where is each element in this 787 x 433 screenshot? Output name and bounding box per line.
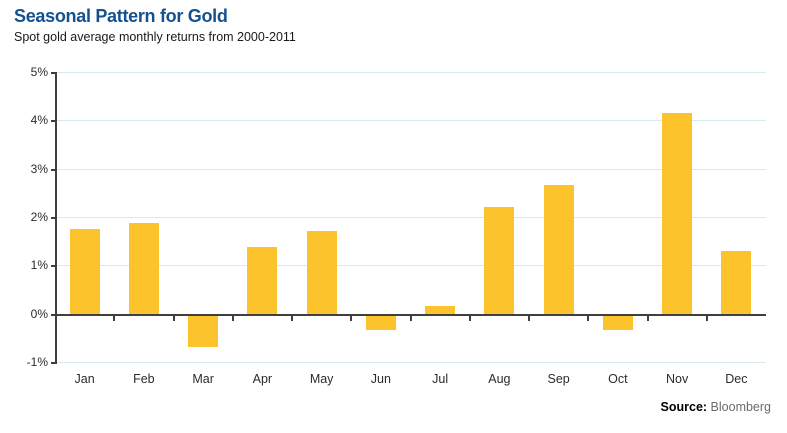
x-tick-label-sep: Sep [547, 372, 570, 386]
y-tick-label: 2% [30, 210, 48, 224]
x-tick-label-feb: Feb [133, 372, 155, 386]
x-boundary-tick [291, 315, 293, 321]
x-tick-label-oct: Oct [608, 372, 628, 386]
bar-feb [128, 223, 159, 314]
y-tick-mark [51, 313, 57, 316]
bar-oct [602, 315, 633, 331]
bar-sep [543, 184, 574, 314]
bar-jul [425, 306, 456, 314]
x-tick-label-jul: Jul [432, 372, 449, 386]
x-tick-label-may: May [309, 372, 334, 386]
bar-mar [188, 315, 219, 348]
gridline-1pct [55, 265, 766, 267]
y-tick-mark [51, 217, 57, 219]
y-tick-mark [51, 72, 57, 74]
x-axis-line [55, 313, 766, 316]
x-boundary-tick [705, 315, 708, 321]
x-boundary-tick [350, 315, 353, 321]
x-boundary-tick [231, 315, 234, 321]
bar-nov [662, 113, 693, 314]
y-tick-label: 5% [30, 65, 48, 79]
x-tick-label-jun: Jun [370, 372, 391, 386]
gridline-3pct [55, 168, 766, 170]
bar-apr [247, 247, 278, 314]
y-tick-label: 1% [30, 258, 48, 273]
plot-area [55, 72, 766, 363]
x-boundary-tick [409, 315, 412, 321]
x-boundary-tick [468, 315, 471, 321]
bar-jan [69, 229, 100, 314]
x-boundary-tick [646, 315, 649, 321]
x-tick-label-apr: Apr [252, 372, 273, 386]
x-tick-label-mar: Mar [192, 372, 214, 386]
y-tick-mark [51, 362, 57, 364]
gridline-5pct [55, 72, 766, 73]
x-boundary-tick [528, 315, 530, 321]
y-tick-mark [51, 265, 57, 268]
y-tick-mark [51, 168, 57, 171]
y-tick-mark [51, 120, 57, 123]
bar-jun [365, 315, 396, 331]
chart-subtitle: Spot gold average monthly returns from 2… [14, 30, 296, 44]
bar-aug [484, 207, 515, 314]
gridline-4pct [55, 120, 766, 122]
x-tick-label-dec: Dec [725, 372, 748, 386]
x-tick-label-jan: Jan [74, 372, 95, 386]
y-tick-label: 0% [30, 306, 48, 321]
x-boundary-tick [587, 315, 590, 321]
y-tick-label: 4% [30, 113, 48, 128]
source-note: Source: Bloomberg [661, 400, 771, 414]
x-boundary-tick [113, 315, 116, 321]
bar-dec [721, 250, 752, 314]
x-tick-label-aug: Aug [488, 372, 511, 386]
bar-may [306, 230, 337, 314]
x-boundary-tick [172, 315, 175, 321]
source-label: Source: [660, 400, 708, 414]
y-tick-label: 3% [30, 161, 48, 176]
source-value: Bloomberg [710, 400, 771, 414]
y-tick-label: -1% [26, 355, 48, 369]
gridline--1pct [55, 362, 766, 363]
x-tick-label-nov: Nov [666, 372, 689, 386]
chart-title: Seasonal Pattern for Gold [14, 6, 228, 26]
gridline-2pct [55, 217, 766, 218]
